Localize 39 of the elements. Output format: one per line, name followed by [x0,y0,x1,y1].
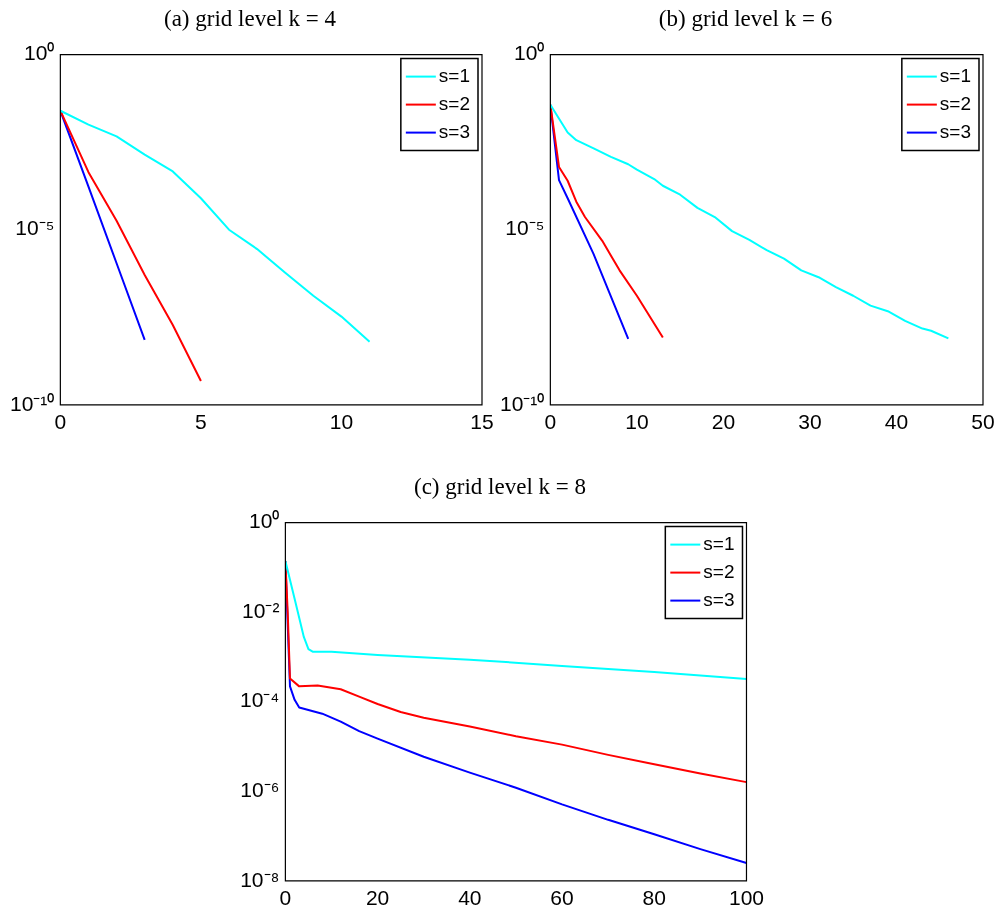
chart-title: (a) grid level k = 4 [163,5,337,33]
chart-title: (b) grid level k = 6 [657,5,834,33]
x-tick-label: 30 [798,410,822,434]
x-tick-label: 15 [470,410,494,434]
x-tick-label: 80 [642,886,666,910]
chart-title: (c) grid level k = 8 [413,473,587,501]
y-tick-label: 10⁻⁵ [15,216,55,240]
y-tick-label: 10⁻¹⁰ [9,391,55,415]
y-tick-label: 10⁻⁸ [240,867,280,891]
x-tick-label: 40 [458,886,482,910]
y-tick-label: 10⁻⁵ [505,216,545,240]
legend-label: s=3 [703,588,735,610]
legend-label: s=3 [438,120,471,142]
y-tick-label: 10⁻¹⁰ [499,391,545,415]
y-tick-label: 10⁰ [23,41,55,65]
x-tick-label: 0 [544,410,557,434]
x-tick-label: 0 [279,886,292,910]
legend-label: s=1 [939,64,972,86]
x-tick-label: 20 [711,410,736,434]
legend-label: s=2 [939,92,972,114]
y-tick-label: 10⁻² [242,598,280,622]
x-tick-label: 5 [195,410,207,434]
x-tick-label: 0 [54,410,67,434]
x-tick-label: 100 [728,886,764,910]
y-tick-label: 10⁰ [249,509,280,533]
legend-label: s=1 [438,64,471,86]
y-tick-label: 10⁻⁴ [239,688,280,712]
x-tick-label: 60 [550,886,574,910]
x-tick-label: 40 [884,410,909,434]
x-tick-label: 10 [329,410,354,434]
x-tick-label: 20 [365,886,390,910]
legend-label: s=1 [703,532,735,554]
x-tick-label: 10 [625,410,649,434]
legend-label: s=3 [939,120,972,142]
x-tick-label: 50 [971,410,995,434]
y-tick-label: 10⁰ [513,41,545,65]
legend-label: s=2 [703,560,735,582]
legend-label: s=2 [438,92,471,114]
y-tick-label: 10⁻⁶ [240,778,280,802]
